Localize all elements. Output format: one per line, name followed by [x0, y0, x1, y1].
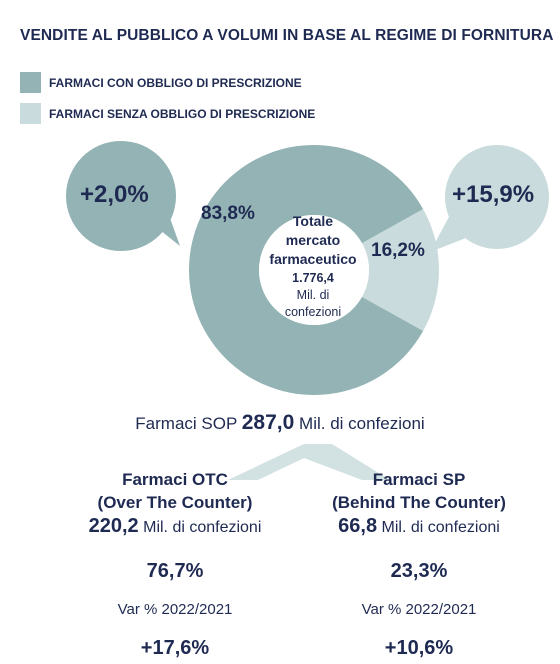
chart-title: VENDITE AL PUBBLICO A VOLUMI IN BASE AL … [20, 27, 554, 44]
center-total-value: 1.776,4 [292, 271, 334, 285]
slice-label-rx: 83,8% [201, 203, 255, 224]
branch-chevron [228, 444, 390, 480]
otc-share: 76,7% [146, 560, 204, 582]
donut-slice-otc [362, 209, 439, 331]
legend-item-rx: FARMACI CON OBBLIGO DI PRESCRIZIONE [20, 72, 302, 93]
bubble-rx-body [66, 141, 176, 251]
legend-swatch-otc [20, 103, 41, 124]
otc-title-line2: (Over The Counter) [97, 493, 253, 512]
legend-swatch-rx [20, 72, 41, 93]
bubble-rx-tail [150, 218, 180, 246]
center-line2: mercato [285, 232, 341, 248]
center-unit1: Mil. di [296, 288, 330, 302]
otc-title-line1: Farmaci OTC [122, 470, 228, 489]
otc-count-value: 220,2 [88, 515, 139, 537]
sp-count-value: 66,8 [338, 515, 378, 537]
bubble-rx [66, 141, 180, 251]
bubble-otc-body [445, 145, 549, 249]
otc-count: 220,2 Mil. di confezioni [40, 514, 310, 540]
sp-title-line1: Farmaci SP [372, 470, 466, 489]
legend-label-rx: FARMACI CON OBBLIGO DI PRESCRIZIONE [49, 75, 302, 90]
otc-var-label: Var % 2022/2021 [117, 601, 233, 618]
sp-share: 23,3% [390, 560, 448, 582]
sop-total-line: Farmaci SOP 287,0 Mil. di confezioni [0, 411, 560, 435]
sop-unit: Mil. di confezioni [299, 414, 425, 433]
donut-center-label: Totale mercato farmaceutico 1.776,4 Mil.… [263, 212, 363, 321]
otc-var-value: +17,6% [140, 637, 210, 659]
bubble-otc-value: +15,9% [452, 181, 535, 208]
legend-item-otc: FARMACI SENZA OBBLIGO DI PRESCRIZIONE [20, 103, 315, 124]
sop-value: 287,0 [241, 411, 295, 434]
sp-count: 66,8 Mil. di confezioni [284, 514, 554, 540]
bubble-rx-value: +2,0% [80, 181, 149, 208]
otc-count-unit: Mil. di confezioni [143, 519, 262, 536]
center-line3: farmaceutico [269, 251, 357, 267]
sp-var-value: +10,6% [384, 637, 454, 659]
center-line1: Totale [292, 213, 334, 229]
legend-label-otc: FARMACI SENZA OBBLIGO DI PRESCRIZIONE [49, 106, 316, 121]
sop-prefix: Farmaci SOP [135, 414, 237, 433]
donut-slice-rx [189, 145, 424, 396]
bubble-otc [430, 145, 549, 252]
sp-var-label: Var % 2022/2021 [361, 601, 477, 618]
column-otc: Farmaci OTC (Over The Counter) 220,2 Mil… [40, 468, 310, 661]
sp-title-line2: (Behind The Counter) [332, 493, 506, 512]
slice-label-otc: 16,2% [371, 240, 425, 261]
center-unit2: confezioni [284, 305, 342, 319]
sp-count-unit: Mil. di confezioni [381, 519, 500, 536]
donut-hole [259, 215, 369, 325]
bubble-otc-tail [430, 215, 466, 252]
column-sp: Farmaci SP (Behind The Counter) 66,8 Mil… [284, 468, 554, 661]
